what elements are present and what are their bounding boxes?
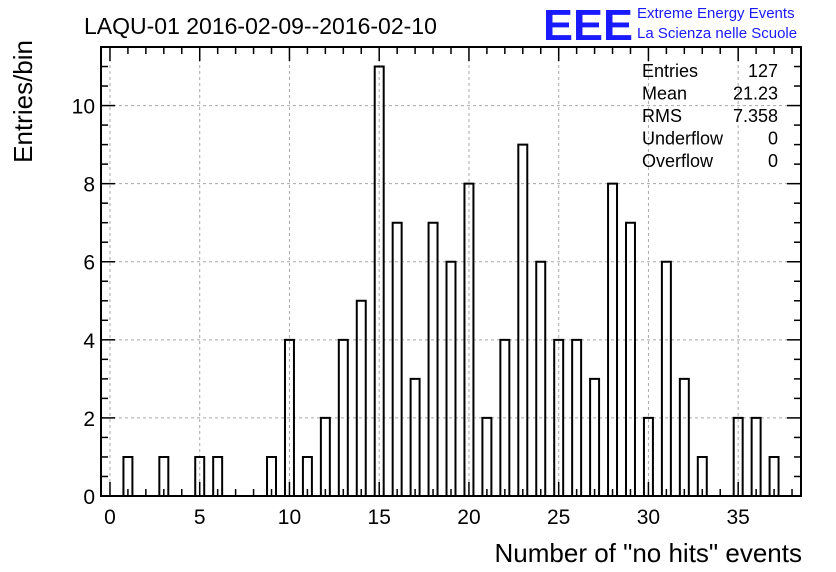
histogram-bar <box>571 338 583 496</box>
statistics-box: Entries 127 Mean 21.23 RMS 7.358 Underflow 0 Ove… <box>642 61 778 171</box>
x-tick-label: 20 <box>457 506 480 529</box>
histogram-bar <box>337 338 349 496</box>
x-tick-label: 5 <box>194 506 206 529</box>
histogram-bar <box>750 416 762 496</box>
histogram-bar <box>409 377 421 496</box>
histogram-bar <box>158 455 170 496</box>
y-tick-label: 8 <box>83 174 95 197</box>
histogram-bar <box>660 260 672 496</box>
histogram-bar <box>535 260 547 496</box>
plot-frame <box>100 46 802 497</box>
y-axis-label: Entries/bin <box>8 40 38 163</box>
histogram-bar <box>212 455 224 496</box>
histogram-bar <box>355 299 367 496</box>
histogram-bar <box>732 416 744 496</box>
x-tick-label: 25 <box>547 506 570 529</box>
x-tick-label: 35 <box>726 506 749 529</box>
axes <box>100 46 802 497</box>
histogram-bar <box>768 455 780 496</box>
histogram-bar <box>373 65 385 496</box>
histogram-bars <box>122 65 780 496</box>
histogram-bar <box>642 416 654 496</box>
histogram-bar <box>463 182 475 496</box>
histogram-bar <box>445 260 457 496</box>
x-tick-label: 15 <box>368 506 391 529</box>
histogram-bar <box>194 455 206 496</box>
y-tick-label: 4 <box>83 330 95 353</box>
tick-labels: 0 5 10 15 20 25 30 35 0 2 4 6 8 10 <box>72 96 750 529</box>
x-tick-label: 30 <box>637 506 660 529</box>
histogram-bar <box>319 416 331 496</box>
histogram-bar <box>607 182 619 496</box>
stats-label: RMS <box>642 106 682 126</box>
histogram-bar <box>427 221 439 496</box>
y-tick-label: 0 <box>83 486 95 509</box>
stats-value: 127 <box>748 61 778 81</box>
histogram-bar <box>122 455 134 496</box>
histogram-bar <box>517 143 529 496</box>
histogram-bar <box>678 377 690 496</box>
histogram-bar <box>481 416 493 496</box>
stats-label: Overflow <box>642 151 714 171</box>
chart-title: LAQU-01 2016-02-09--2016-02-10 <box>84 13 437 39</box>
histogram-bar <box>499 338 511 496</box>
y-tick-label: 2 <box>83 408 95 431</box>
stats-label: Underflow <box>642 129 724 149</box>
eee-logo: EEE Extreme Energy Events La Scienza nel… <box>543 1 797 50</box>
y-tick-label: 10 <box>72 96 95 119</box>
eee-logo-text: EEE <box>543 1 633 50</box>
grid-lines <box>101 47 801 496</box>
x-axis-label: Number of "no hits" events <box>495 538 803 568</box>
stats-value: 7.358 <box>733 106 778 126</box>
histogram-bar <box>553 338 565 496</box>
eee-logo-line2: La Scienza nelle Scuole <box>637 25 797 42</box>
histogram-bar <box>391 221 403 496</box>
histogram-bar <box>266 455 277 496</box>
histogram-bar <box>625 221 636 496</box>
stats-value: 21.23 <box>733 84 778 104</box>
histogram-bar <box>301 455 313 496</box>
stats-label: Entries <box>642 61 698 81</box>
histogram-bar <box>696 455 708 496</box>
stats-label: Mean <box>642 84 687 104</box>
y-tick-label: 6 <box>83 252 95 275</box>
histogram-bar <box>283 338 295 496</box>
x-tick-label: 0 <box>104 506 116 529</box>
histogram-bar <box>589 377 601 496</box>
eee-logo-line1: Extreme Energy Events <box>637 5 795 22</box>
stats-value: 0 <box>768 151 778 171</box>
x-tick-label: 10 <box>278 506 301 529</box>
stats-value: 0 <box>768 129 778 149</box>
